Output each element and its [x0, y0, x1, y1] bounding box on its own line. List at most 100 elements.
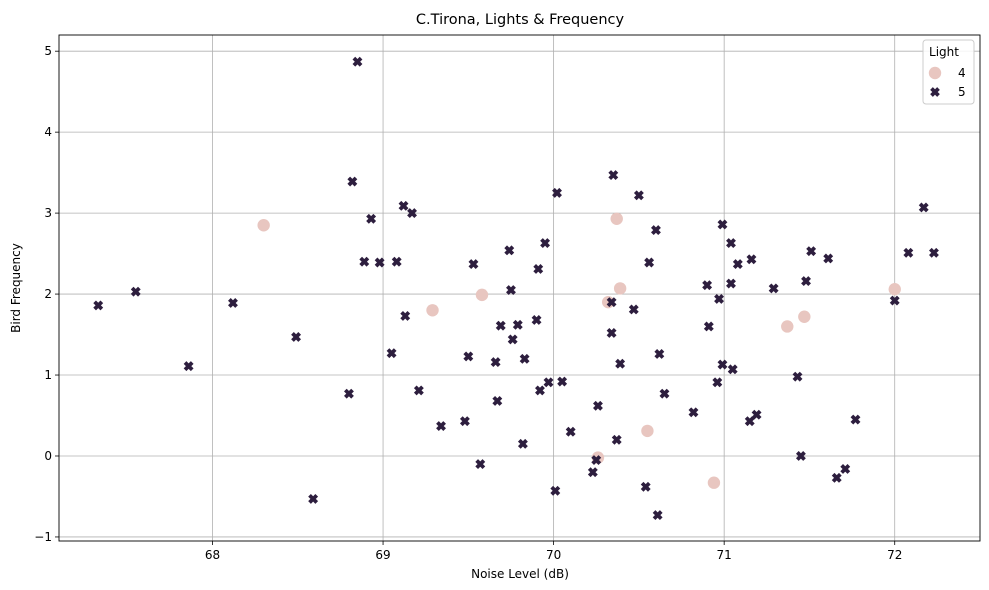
data-point-x	[726, 278, 736, 289]
grid-lines	[59, 35, 980, 541]
data-point-x	[490, 357, 501, 368]
data-point-x	[413, 385, 424, 396]
x-tick-label: 69	[375, 548, 390, 562]
data-point-x	[611, 434, 622, 445]
data-point-x	[183, 361, 194, 372]
data-point-x	[744, 416, 755, 427]
plot-area-frame	[58, 34, 981, 542]
data-point-x	[507, 334, 518, 345]
data-point-x	[732, 259, 743, 270]
data-point-x	[792, 371, 803, 382]
data-point-x	[714, 293, 724, 304]
data-point-x	[398, 200, 409, 211]
y-tick-label: 2	[44, 287, 52, 301]
data-point-x	[492, 395, 503, 406]
data-point-x	[659, 388, 670, 399]
data-point-x	[291, 332, 302, 342]
x-tick-label: 71	[717, 548, 732, 562]
data-point-x	[495, 320, 506, 331]
data-point-x	[436, 421, 446, 431]
legend-marker-x	[930, 87, 940, 97]
data-point-x	[850, 414, 861, 425]
data-point-x	[823, 253, 834, 264]
y-tick-label: −1	[34, 530, 52, 544]
data-point-x	[702, 280, 713, 291]
x-tick-label: 72	[887, 548, 902, 562]
data-point-x	[519, 353, 530, 364]
data-point-x	[407, 208, 417, 219]
data-point-x	[831, 472, 842, 483]
data-point-circle	[610, 212, 623, 225]
y-tick-label: 3	[44, 206, 52, 220]
data-point-x	[552, 187, 562, 198]
legend-label-4: 4	[958, 66, 966, 80]
data-point-x	[540, 238, 551, 249]
data-point-x	[504, 245, 515, 256]
chart-title: C.Tirona, Lights & Frequency	[416, 12, 625, 28]
data-point-x	[606, 327, 617, 338]
data-point-circle	[781, 320, 794, 333]
data-point-x	[374, 257, 385, 268]
y-tick-label: 1	[44, 368, 52, 382]
x-tick-label: 70	[546, 548, 561, 562]
legend-box	[922, 39, 975, 105]
data-point-x	[703, 321, 714, 332]
data-point-x	[918, 202, 929, 213]
data-point-x	[717, 359, 728, 370]
data-point-circle	[601, 295, 615, 309]
data-point-x	[615, 358, 626, 369]
data-point-circle	[641, 424, 654, 438]
legend: Light 4 5	[922, 39, 975, 105]
data-point-x	[644, 257, 655, 268]
data-point-x	[633, 190, 644, 201]
data-point-x	[746, 254, 757, 265]
data-point-circle	[613, 282, 627, 295]
data-point-x	[344, 388, 354, 399]
x-axis-label: Noise Level (dB)	[471, 567, 569, 581]
data-point-x	[347, 176, 358, 187]
data-point-x	[130, 286, 141, 297]
data-point-x	[475, 459, 486, 470]
data-point-x	[557, 376, 568, 387]
data-point-x	[228, 298, 238, 308]
data-point-x	[352, 56, 363, 67]
data-point-x	[628, 304, 639, 315]
y-tick-label: 4	[44, 125, 52, 139]
data-point-x	[366, 213, 377, 224]
data-point-x	[606, 297, 617, 308]
data-point-x	[768, 283, 779, 294]
data-point-circle	[798, 310, 811, 323]
data-point-x	[795, 451, 806, 461]
data-point-x	[93, 300, 104, 311]
data-point-x	[688, 407, 699, 418]
data-point-circle	[257, 219, 270, 232]
data-point-x	[640, 481, 651, 492]
data-point-x	[463, 351, 474, 362]
data-point-x	[654, 349, 665, 359]
data-points	[93, 56, 939, 521]
data-point-circle	[475, 288, 489, 302]
legend-marker-circle	[928, 66, 942, 80]
data-point-x	[531, 315, 542, 325]
data-point-x	[550, 485, 561, 496]
data-point-x	[517, 438, 528, 449]
data-point-x	[506, 285, 516, 295]
data-point-x	[929, 247, 939, 258]
data-point-x	[459, 416, 470, 427]
data-point-x	[308, 493, 319, 504]
axis-ticks: 68 69 70 71 72 −1 0 1 2 3 4 5	[34, 44, 902, 562]
data-point-x	[587, 467, 598, 478]
data-point-x	[512, 319, 523, 330]
data-point-x	[751, 409, 762, 420]
data-point-x	[535, 385, 545, 396]
x-tick-label: 68	[205, 548, 220, 562]
data-point-circle	[426, 304, 439, 317]
data-point-x	[651, 225, 661, 236]
data-point-x	[543, 377, 554, 388]
data-point-x	[726, 238, 736, 249]
y-axis-label: Bird Frequency	[9, 243, 23, 333]
data-point-x	[712, 377, 723, 388]
data-point-x	[533, 264, 544, 274]
data-point-circle	[707, 476, 721, 489]
